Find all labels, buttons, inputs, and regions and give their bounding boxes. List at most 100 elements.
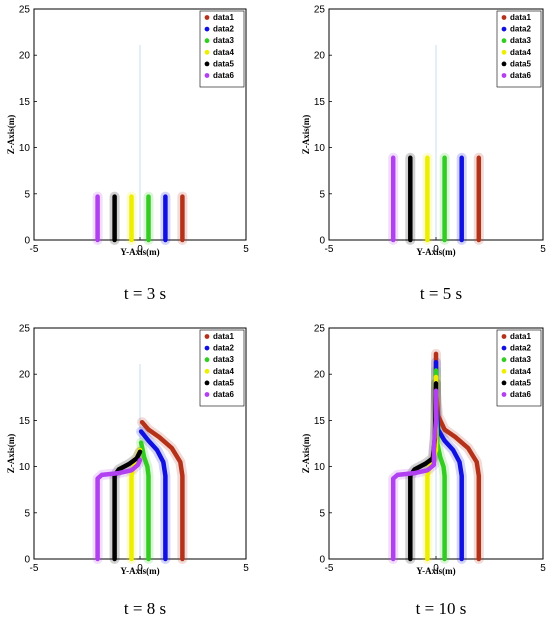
- legend-label-data3: data3: [213, 36, 234, 45]
- legend-label-data5: data5: [213, 59, 234, 68]
- y-tick-label: 5: [24, 508, 30, 519]
- legend-label-data1: data1: [510, 13, 531, 22]
- legend-marker-data5: [204, 380, 210, 386]
- legend-label-data2: data2: [213, 344, 234, 353]
- legend: data1 data2 data3 data4 data5 data6: [496, 329, 542, 407]
- y-tick-label: 5: [319, 508, 325, 519]
- series-line-data2: [138, 429, 168, 562]
- x-tick-label: 0: [433, 244, 439, 255]
- y-tick-label: 10: [314, 143, 326, 154]
- legend-marker-data2: [204, 26, 210, 32]
- series-line-data3: [138, 440, 151, 562]
- x-axis-label: Y-Axis(m): [416, 566, 455, 576]
- panel-caption: t = 5 s: [420, 284, 462, 303]
- series-line-data6: [95, 457, 143, 562]
- y-tick-label: 0: [319, 555, 325, 566]
- y-axis-label: Z-Axis(m): [6, 115, 16, 155]
- y-tick-label: 10: [19, 143, 31, 154]
- y-tick-label: 0: [319, 236, 325, 247]
- legend-marker-data6: [204, 392, 210, 397]
- legend-marker-data1: [204, 15, 210, 20]
- x-tick-label: 0: [137, 563, 143, 574]
- chart-panel-1: -5 0 50510152025Y-Axis(m)Z-Axis(m)data1dat…: [6, 5, 249, 304]
- y-tick-label: 20: [314, 370, 326, 381]
- legend-label-data3: data3: [510, 36, 531, 45]
- panel-caption: t = 3 s: [124, 284, 166, 303]
- legend-marker-data2: [204, 345, 210, 351]
- legend-label-data2: data2: [213, 25, 234, 34]
- legend-label-data4: data4: [510, 48, 531, 57]
- y-tick-label: 15: [19, 416, 31, 427]
- x-tick-label: 5: [243, 244, 249, 255]
- legend-marker-data5: [501, 380, 507, 386]
- x-axis-label: Y-Axis(m): [120, 566, 159, 576]
- y-tick-label: 15: [19, 97, 31, 108]
- y-tick-label: 0: [24, 236, 30, 247]
- y-tick-label: 15: [314, 416, 326, 427]
- series-line-data5: [112, 449, 143, 562]
- legend-label-data5: data5: [510, 378, 531, 387]
- x-tick-label: -5: [30, 563, 39, 574]
- y-tick-label: 10: [314, 462, 326, 473]
- legend-label-data6: data6: [213, 71, 234, 80]
- legend: data1 data2 data3 data4 data5 data6: [496, 10, 542, 88]
- x-tick-label: 5: [243, 563, 249, 574]
- legend-marker-data2: [501, 26, 507, 32]
- legend-marker-data1: [501, 334, 507, 339]
- legend-label-data6: data6: [510, 390, 531, 399]
- legend-marker-data6: [204, 73, 210, 78]
- y-tick-label: 25: [19, 5, 31, 16]
- y-tick-label: 20: [19, 370, 31, 381]
- chart-panel-2: -5 0 50510152025Y-Axis(m)Z-Axis(m)data1dat…: [301, 5, 546, 304]
- legend: data1 data2 data3 data4 data5 data6: [199, 10, 245, 88]
- legend-label-data4: data4: [213, 48, 234, 57]
- legend-marker-data3: [204, 38, 210, 44]
- legend-label-data6: data6: [510, 71, 531, 80]
- legend-marker-data3: [501, 357, 507, 363]
- legend-marker-data4: [204, 368, 210, 374]
- legend-marker-data1: [501, 15, 507, 20]
- legend-label-data1: data1: [213, 332, 234, 341]
- y-tick-label: 10: [19, 462, 31, 473]
- legend-label-data3: data3: [213, 355, 234, 364]
- series-line-data6: [390, 388, 439, 562]
- y-tick-label: 25: [314, 5, 326, 16]
- legend-marker-data5: [204, 61, 210, 67]
- legend-marker-data4: [501, 368, 507, 374]
- legend-label-data3: data3: [510, 355, 531, 364]
- y-tick-label: 5: [24, 189, 30, 200]
- x-axis-label: Y-Axis(m): [416, 247, 455, 257]
- y-tick-label: 5: [319, 189, 325, 200]
- legend-marker-data1: [204, 334, 210, 339]
- panel-caption: t = 10 s: [416, 599, 467, 618]
- series-line-data1: [139, 419, 185, 562]
- legend-marker-data3: [501, 38, 507, 44]
- legend-label-data4: data4: [510, 367, 531, 376]
- x-tick-label: -5: [325, 563, 334, 574]
- x-tick-label: 5: [540, 563, 546, 574]
- y-tick-label: 25: [19, 324, 31, 335]
- legend-marker-data4: [501, 49, 507, 55]
- legend-label-data1: data1: [213, 13, 234, 22]
- legend-label-data1: data1: [510, 332, 531, 341]
- x-tick-label: -5: [30, 244, 39, 255]
- legend-label-data5: data5: [213, 378, 234, 387]
- legend-label-data5: data5: [510, 59, 531, 68]
- y-axis-label: Z-Axis(m): [301, 434, 311, 474]
- y-tick-label: 20: [314, 51, 326, 62]
- legend-marker-data4: [204, 49, 210, 55]
- x-tick-label: 0: [433, 563, 439, 574]
- x-tick-label: 5: [540, 244, 546, 255]
- legend-label-data2: data2: [510, 344, 531, 353]
- y-axis-label: Z-Axis(m): [6, 434, 16, 474]
- legend-label-data2: data2: [510, 25, 531, 34]
- legend-marker-data5: [501, 61, 507, 67]
- legend-label-data6: data6: [213, 390, 234, 399]
- y-tick-label: 0: [24, 555, 30, 566]
- panel-caption: t = 8 s: [124, 599, 166, 618]
- legend-label-data4: data4: [213, 367, 234, 376]
- y-axis-label: Z-Axis(m): [301, 115, 311, 155]
- y-tick-label: 15: [314, 97, 326, 108]
- chart-panel-3: -5 0 50510152025Y-Axis(m)Z-Axis(m)data1dat…: [6, 324, 249, 619]
